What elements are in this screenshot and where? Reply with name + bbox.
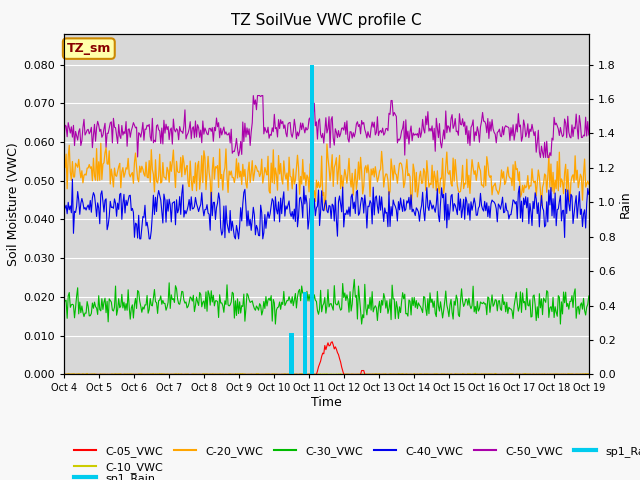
Title: TZ SoilVue VWC profile C: TZ SoilVue VWC profile C	[231, 13, 422, 28]
Bar	[291, 333, 293, 374]
Bar	[305, 292, 307, 374]
Legend: sp1_Rain: sp1_Rain	[70, 468, 159, 480]
Y-axis label: Rain: Rain	[618, 190, 631, 218]
Bar	[310, 65, 312, 374]
X-axis label: Time: Time	[311, 396, 342, 409]
Bar	[292, 333, 294, 374]
Bar	[303, 292, 305, 374]
Y-axis label: Soil Moisture (VWC): Soil Moisture (VWC)	[8, 142, 20, 266]
Bar	[304, 292, 306, 374]
Text: TZ_sm: TZ_sm	[67, 42, 111, 55]
Bar	[311, 65, 313, 374]
Bar	[290, 333, 292, 374]
Bar	[289, 333, 291, 374]
Bar	[312, 65, 314, 374]
